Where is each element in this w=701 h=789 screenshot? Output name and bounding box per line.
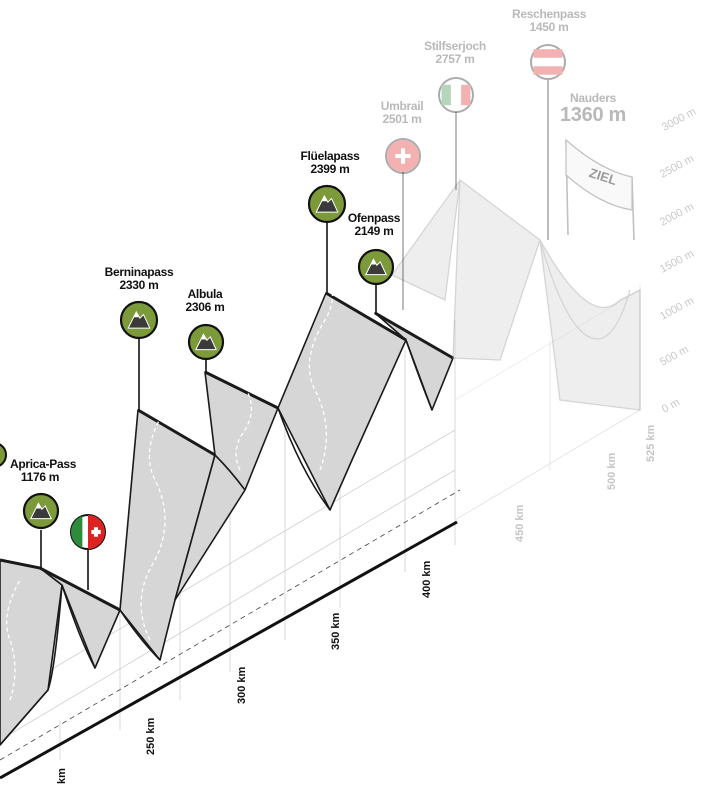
pass-elevation: 2399 m [298,163,362,176]
pass-label-stilfserjoch: Stilfserjoch 2757 m [424,40,486,65]
mountain-peak-icon [24,494,58,528]
pass-elevation: 2149 m [346,225,402,238]
distance-marker: 350 km [330,613,342,650]
distance-marker: 500 km [606,453,618,490]
finish-label: Nauders 1360 m [558,92,628,126]
pass-elevation: 1450 m [512,21,586,34]
pass-label-reschen: Reschenpass 1450 m [512,8,586,33]
distance-marker: 450 km [514,505,526,542]
pass-label-albula: Albula 2306 m [180,288,230,313]
country-flag-icon [71,515,105,549]
distance-marker: 300 km [236,667,248,704]
mountain-peak-icon [0,443,6,467]
flag-red [534,66,563,75]
pass-label-umbrail: Umbrail 2501 m [378,100,426,125]
pass-elevation: 2501 m [378,113,426,126]
distance-marker: km [56,768,68,784]
pass-label-fluela: Flüelapass 2399 m [298,150,362,175]
pass-name: Albula [180,288,230,301]
pass-name: Flüelapass [298,150,362,163]
pass-name: Reschenpass [512,8,586,21]
pass-name: Ofenpass [346,212,402,225]
pass-label-aprica: Aprica-Pass 1176 m [10,458,70,483]
distance-marker: 250 km [145,718,157,755]
country-flag-icon [531,45,565,79]
profile-face [0,560,62,745]
mountain-peak-icon [189,325,223,359]
finish-elevation: 1360 m [558,105,628,126]
pass-elevation: 1176 m [10,471,70,484]
flag-red [461,85,470,105]
pass-name: Aprica-Pass [10,458,70,471]
mountain-peak-icon [359,250,393,284]
flag-red [534,49,563,58]
mountain-peak-icon [121,302,157,338]
profile-faded-face [453,180,540,360]
pass-name: Berninapass [104,266,174,279]
profile-front [0,270,453,745]
pass-elevation: 2757 m [424,53,486,66]
flag-green [442,85,451,105]
cross-v [401,148,405,163]
pass-name: Stilfserjoch [424,40,486,53]
country-flag-icon [439,78,473,112]
baseline [0,522,457,778]
pass-elevation: 2330 m [104,279,174,292]
pass-elevation: 2306 m [180,301,230,314]
profile-face [278,293,406,510]
distance-marker: 400 km [421,561,433,598]
cross-v [94,527,98,537]
pass-label-ofen: Ofenpass 2149 m [346,212,402,237]
finish-town: Nauders [558,92,628,105]
pass-label-bernina: Berninapass 2330 m [104,266,174,291]
pass-name: Umbrail [378,100,426,113]
distance-marker: 525 km [645,425,657,462]
flag-green [71,516,82,548]
mountain-peak-icon [309,186,345,222]
country-flag-icon [386,139,420,173]
profile-faded-face [540,240,640,410]
